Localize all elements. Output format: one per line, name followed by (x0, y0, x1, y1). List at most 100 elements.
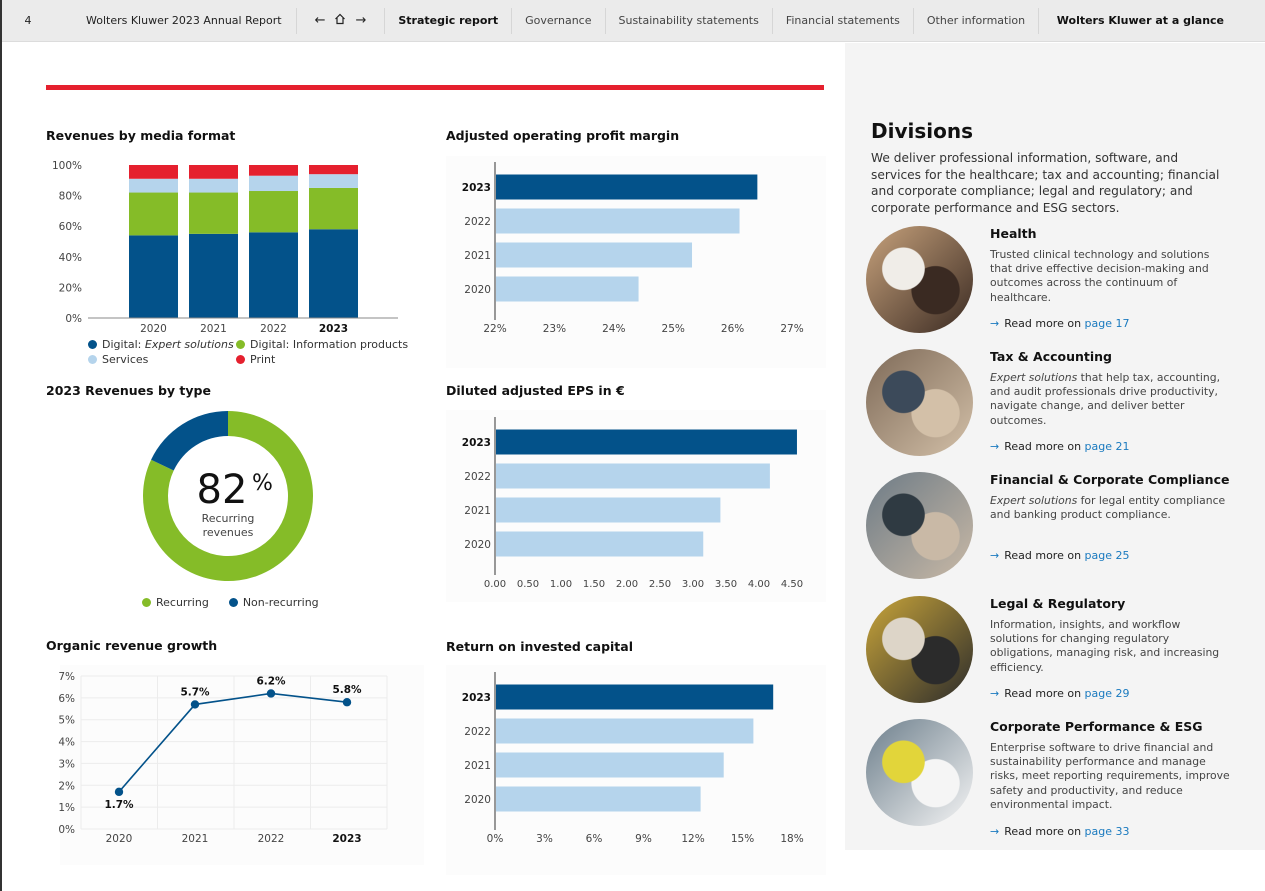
read-more-link[interactable]: → Read more on page 17 (990, 317, 1130, 330)
x-tick-label: 1.50 (583, 579, 605, 590)
chart-title-organic-growth: Organic revenue growth (46, 638, 218, 653)
tab-other-information[interactable]: Other information (914, 7, 1040, 34)
division-name: Financial & Corporate Compliance (990, 472, 1230, 487)
legend-item-information-products: Digital: Information products (236, 338, 408, 351)
x-tick-label: 3.50 (715, 579, 737, 590)
x-tick-label: 2020 (140, 323, 167, 335)
bar-2022 (496, 463, 770, 489)
y-tick-label: 0% (65, 313, 82, 325)
tab-governance[interactable]: Governance (512, 7, 606, 34)
y-tick-label: 2% (58, 780, 75, 792)
donut-slice-recurring (143, 411, 313, 581)
page-link[interactable]: page 25 (1084, 549, 1130, 562)
page-nav: ← → (297, 7, 386, 34)
y-tick-label: 40% (59, 252, 82, 264)
read-more-link[interactable]: → Read more on page 25 (990, 549, 1130, 562)
division-photo (866, 719, 973, 826)
bar-segment-digital-information-products-2020 (129, 192, 178, 236)
legend-item-services: Services (88, 353, 236, 366)
bar-segment-services-2022 (249, 175, 298, 192)
x-tick-label: 4.50 (781, 579, 803, 590)
series-line (118, 692, 348, 793)
section-divider-rule (46, 85, 824, 90)
y-tick-label: 4% (58, 737, 75, 749)
y-tick-label: 2021 (464, 505, 491, 517)
section-link-at-a-glance[interactable]: Wolters Kluwer at a glance (1056, 14, 1224, 27)
division-description: Information, insights, and workflow solu… (990, 618, 1230, 675)
division-legal-regulatory: Legal & Regulatory Information, insights… (866, 596, 1256, 716)
tab-strategic-report[interactable]: Strategic report (385, 7, 513, 34)
y-tick-label: 2020 (464, 794, 491, 806)
legend-item-recurring: Recurring (142, 596, 209, 609)
bar-2022 (496, 718, 754, 744)
x-tick-label: 25% (662, 323, 685, 335)
read-more-link[interactable]: → Read more on page 21 (990, 440, 1130, 453)
y-tick-label: 100% (52, 160, 82, 172)
organic-revenue-growth-line-chart: 0% 1% 2% 3% 4% 5% 6% 7% 1.7% 2020 5.7% 2021 6.2% 2022… (58, 671, 388, 845)
x-tick-label: 12% (681, 833, 704, 845)
eps-bar-chart: 2023 2022 2021 2020 0.00 0.50 1.00 1.50 2.00 2.50… (462, 417, 803, 590)
division-description-text: Enterprise software to drive financial a… (990, 741, 1230, 811)
page-link[interactable]: page 21 (1084, 440, 1130, 453)
tab-financial-statements[interactable]: Financial statements (773, 7, 914, 34)
x-tick-label: 2023 (319, 323, 348, 335)
division-corporate-performance-esg: Corporate Performance & ESG Enterprise s… (866, 719, 1256, 839)
division-photo (866, 596, 973, 703)
read-more-link[interactable]: → Read more on page 29 (990, 687, 1130, 700)
report-title[interactable]: Wolters Kluwer 2023 Annual Report (52, 7, 297, 34)
bar-segment-digital-information-products-2022 (249, 191, 298, 233)
read-more-link[interactable]: → Read more on page 33 (990, 825, 1130, 838)
y-tick-label: 7% (58, 671, 75, 683)
data-label: 5.8% (332, 684, 362, 696)
division-name: Tax & Accounting (990, 349, 1113, 364)
data-point-2021 (190, 700, 200, 709)
x-tick-label: 0% (487, 833, 504, 845)
bar-segment-digital-expert-solutions-2021 (189, 233, 238, 318)
division-financial-corporate-compliance: Financial & Corporate Compliance Expert … (866, 472, 1256, 592)
donut-slice-non-recurring (151, 411, 228, 471)
arrow-right-icon: → (990, 440, 1000, 453)
tab-sustainability-statements[interactable]: Sustainability statements (606, 7, 773, 34)
x-tick-label: 18% (780, 833, 803, 845)
arrow-right-icon: → (990, 317, 1000, 330)
bar-segment-digital-expert-solutions-2020 (129, 235, 178, 318)
revenues-by-type-legend: Recurring Non-recurring (142, 596, 319, 609)
legend-label: Services (102, 353, 149, 366)
y-tick-label: 2022 (464, 471, 491, 483)
x-tick-label: 23% (543, 323, 566, 335)
division-description-text: Trusted clinical technology and solution… (990, 248, 1210, 304)
x-tick-label: 15% (731, 833, 754, 845)
chart-title-roic: Return on invested capital (446, 639, 634, 654)
bar-2020 (496, 531, 704, 557)
bar-2021 (496, 242, 693, 268)
bar-segment-print-2022 (249, 165, 298, 176)
x-tick-label: 1.00 (550, 579, 572, 590)
y-tick-label: 2020 (464, 284, 491, 296)
division-tax-accounting: Tax & Accounting Expert solutions that h… (866, 349, 1256, 469)
page-link[interactable]: page 17 (1084, 317, 1130, 330)
legend-label: Digital: Information products (250, 338, 409, 351)
y-tick-label: 2023 (462, 692, 491, 704)
back-arrow-icon[interactable]: ← (314, 13, 326, 28)
division-description: Expert solutions for legal entity compli… (990, 494, 1230, 522)
read-more-prefix: Read more on (1004, 549, 1082, 562)
legend-dot (228, 598, 238, 607)
y-tick-label: 2023 (462, 437, 491, 449)
bar-segment-services-2021 (189, 178, 238, 193)
data-point-2022 (266, 689, 276, 698)
y-tick-label: 2021 (464, 250, 491, 262)
data-label: 6.2% (256, 675, 286, 687)
x-tick-label: 2023 (332, 833, 361, 845)
division-name: Legal & Regulatory (990, 596, 1126, 611)
home-icon[interactable] (334, 13, 346, 29)
bar-segment-print-2020 (129, 165, 178, 179)
forward-arrow-icon[interactable]: → (355, 13, 367, 28)
roic-bar-chart: 2023 2022 2021 2020 0% 3% 6% 9% 12% 15% 18% (462, 672, 804, 845)
legend-item-non-recurring: Non-recurring (228, 596, 319, 609)
page-link[interactable]: page 33 (1084, 825, 1130, 838)
page-link[interactable]: page 29 (1084, 687, 1130, 700)
y-tick-label: 2022 (464, 726, 491, 738)
division-name: Corporate Performance & ESG (990, 719, 1203, 734)
bar-2021 (496, 752, 724, 778)
x-tick-label: 24% (602, 323, 625, 335)
